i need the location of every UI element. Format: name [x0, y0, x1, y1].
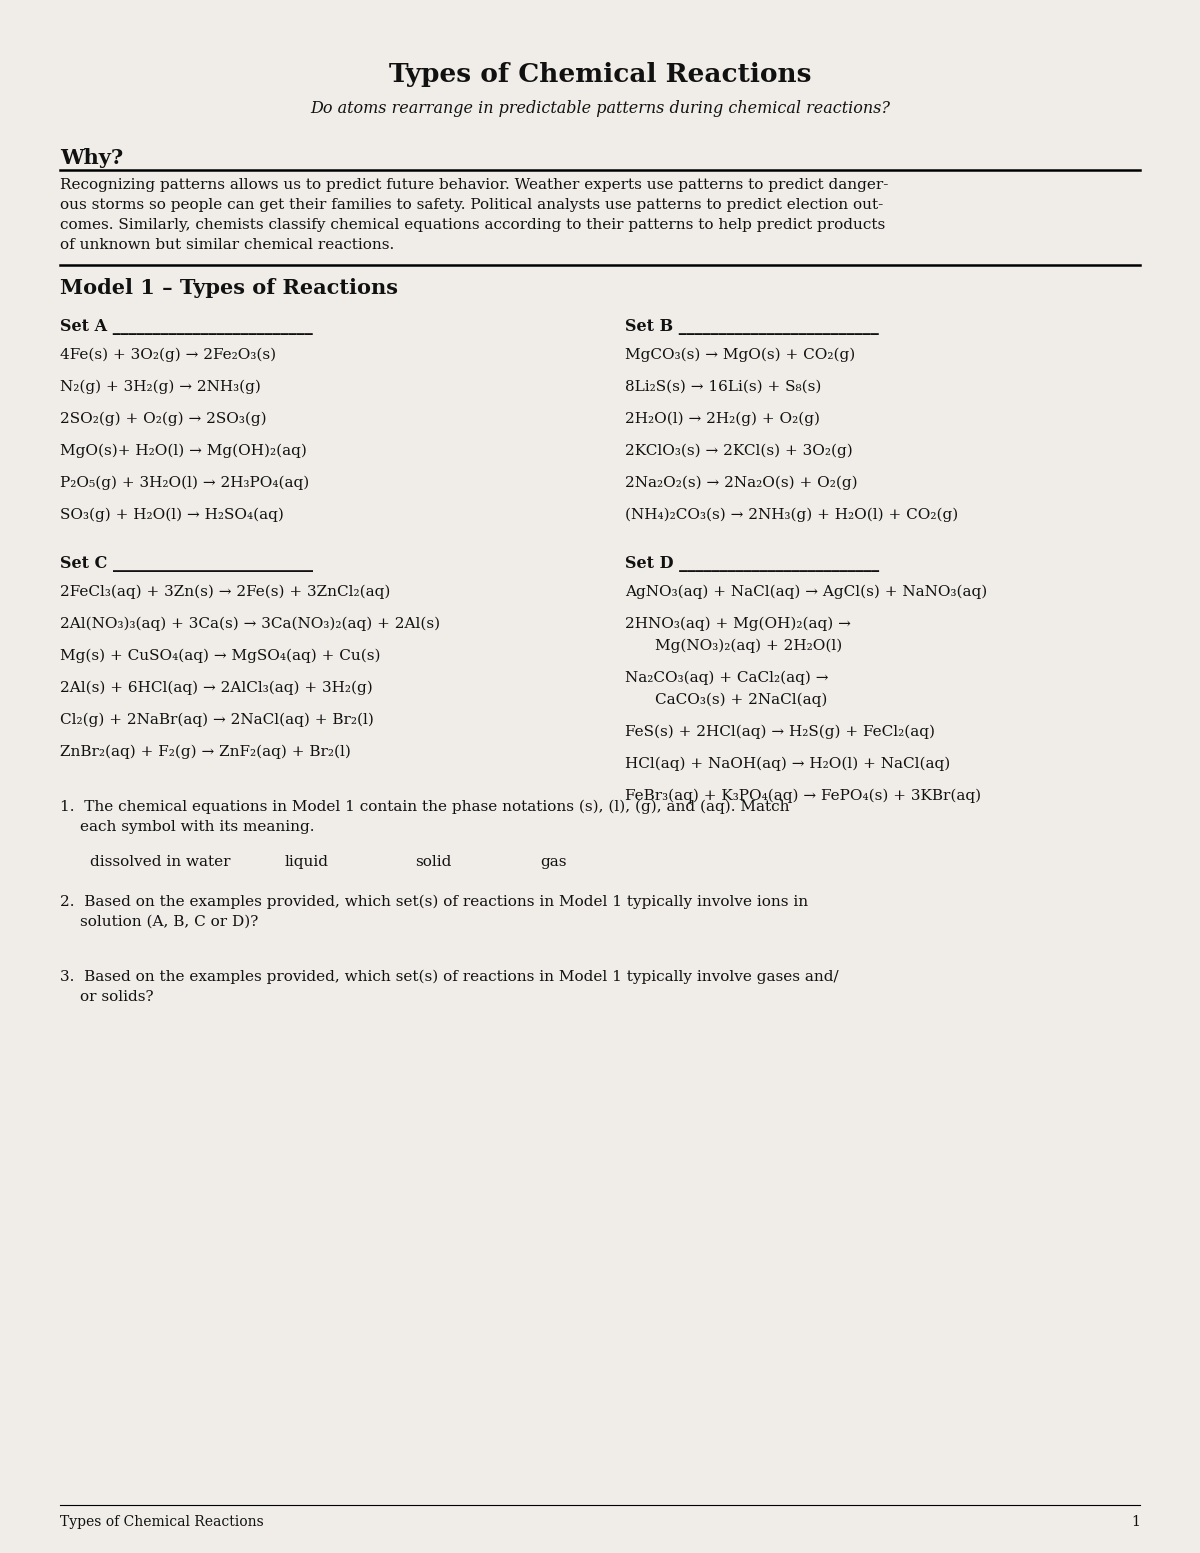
Text: Why?: Why? [60, 148, 124, 168]
Text: 2SO₂(g) + O₂(g) → 2SO₃(g): 2SO₂(g) + O₂(g) → 2SO₃(g) [60, 412, 266, 427]
Text: 2Na₂O₂(s) → 2Na₂O(s) + O₂(g): 2Na₂O₂(s) → 2Na₂O(s) + O₂(g) [625, 477, 858, 491]
Text: Recognizing patterns allows us to predict future behavior. Weather experts use p: Recognizing patterns allows us to predic… [60, 179, 888, 193]
Text: N₂(g) + 3H₂(g) → 2NH₃(g): N₂(g) + 3H₂(g) → 2NH₃(g) [60, 380, 260, 394]
Text: MgO(s)+ H₂O(l) → Mg(OH)₂(aq): MgO(s)+ H₂O(l) → Mg(OH)₂(aq) [60, 444, 307, 458]
Text: or solids?: or solids? [80, 989, 154, 1003]
Text: each symbol with its meaning.: each symbol with its meaning. [80, 820, 314, 834]
Text: P₂O₅(g) + 3H₂O(l) → 2H₃PO₄(aq): P₂O₅(g) + 3H₂O(l) → 2H₃PO₄(aq) [60, 477, 310, 491]
Text: Types of Chemical Reactions: Types of Chemical Reactions [389, 62, 811, 87]
Text: Cl₂(g) + 2NaBr(aq) → 2NaCl(aq) + Br₂(l): Cl₂(g) + 2NaBr(aq) → 2NaCl(aq) + Br₂(l) [60, 713, 374, 727]
Text: Mg(s) + CuSO₄(aq) → MgSO₄(aq) + Cu(s): Mg(s) + CuSO₄(aq) → MgSO₄(aq) + Cu(s) [60, 649, 380, 663]
Text: solid: solid [415, 856, 451, 870]
Text: CaCO₃(s) + 2NaCl(aq): CaCO₃(s) + 2NaCl(aq) [655, 693, 827, 707]
Text: 2H₂O(l) → 2H₂(g) + O₂(g): 2H₂O(l) → 2H₂(g) + O₂(g) [625, 412, 820, 427]
Text: 2HNO₃(aq) + Mg(OH)₂(aq) →: 2HNO₃(aq) + Mg(OH)₂(aq) → [625, 617, 851, 632]
Text: 2.  Based on the examples provided, which set(s) of reactions in Model 1 typical: 2. Based on the examples provided, which… [60, 895, 808, 910]
Text: (NH₄)₂CO₃(s) → 2NH₃(g) + H₂O(l) + CO₂(g): (NH₄)₂CO₃(s) → 2NH₃(g) + H₂O(l) + CO₂(g) [625, 508, 959, 522]
Text: HCl(aq) + NaOH(aq) → H₂O(l) + NaCl(aq): HCl(aq) + NaOH(aq) → H₂O(l) + NaCl(aq) [625, 756, 950, 772]
Text: Set A _________________________: Set A _________________________ [60, 318, 313, 335]
Text: 2FeCl₃(aq) + 3Zn(s) → 2Fe(s) + 3ZnCl₂(aq): 2FeCl₃(aq) + 3Zn(s) → 2Fe(s) + 3ZnCl₂(aq… [60, 585, 390, 599]
Text: Set B _________________________: Set B _________________________ [625, 318, 878, 335]
Text: Set C _________________________: Set C _________________________ [60, 554, 313, 572]
Text: gas: gas [540, 856, 566, 870]
Text: 1.  The chemical equations in Model 1 contain the phase notations (s), (l), (g),: 1. The chemical equations in Model 1 con… [60, 800, 790, 814]
Text: Na₂CO₃(aq) + CaCl₂(aq) →: Na₂CO₃(aq) + CaCl₂(aq) → [625, 671, 828, 685]
Text: Do atoms rearrange in predictable patterns during chemical reactions?: Do atoms rearrange in predictable patter… [310, 99, 890, 116]
Text: FeBr₃(aq) + K₃PO₄(aq) → FePO₄(s) + 3KBr(aq): FeBr₃(aq) + K₃PO₄(aq) → FePO₄(s) + 3KBr(… [625, 789, 982, 803]
Text: Mg(NO₃)₂(aq) + 2H₂O(l): Mg(NO₃)₂(aq) + 2H₂O(l) [655, 638, 842, 654]
Text: ous storms so people can get their families to safety. Political analysts use pa: ous storms so people can get their famil… [60, 197, 883, 213]
Text: Types of Chemical Reactions: Types of Chemical Reactions [60, 1516, 264, 1530]
Text: 1: 1 [1132, 1516, 1140, 1530]
Text: 2KClO₃(s) → 2KCl(s) + 3O₂(g): 2KClO₃(s) → 2KCl(s) + 3O₂(g) [625, 444, 853, 458]
Text: 4Fe(s) + 3O₂(g) → 2Fe₂O₃(s): 4Fe(s) + 3O₂(g) → 2Fe₂O₃(s) [60, 348, 276, 362]
Text: ZnBr₂(aq) + F₂(g) → ZnF₂(aq) + Br₂(l): ZnBr₂(aq) + F₂(g) → ZnF₂(aq) + Br₂(l) [60, 745, 350, 759]
Text: AgNO₃(aq) + NaCl(aq) → AgCl(s) + NaNO₃(aq): AgNO₃(aq) + NaCl(aq) → AgCl(s) + NaNO₃(a… [625, 585, 988, 599]
Text: comes. Similarly, chemists classify chemical equations according to their patter: comes. Similarly, chemists classify chem… [60, 217, 886, 231]
Text: solution (A, B, C or D)?: solution (A, B, C or D)? [80, 915, 258, 929]
Text: dissolved in water: dissolved in water [90, 856, 230, 870]
Text: liquid: liquid [286, 856, 329, 870]
Text: 3.  Based on the examples provided, which set(s) of reactions in Model 1 typical: 3. Based on the examples provided, which… [60, 971, 839, 985]
Text: of unknown but similar chemical reactions.: of unknown but similar chemical reaction… [60, 238, 395, 252]
Text: 8Li₂S(s) → 16Li(s) + S₈(s): 8Li₂S(s) → 16Li(s) + S₈(s) [625, 380, 821, 394]
Text: MgCO₃(s) → MgO(s) + CO₂(g): MgCO₃(s) → MgO(s) + CO₂(g) [625, 348, 856, 362]
Text: 2Al(NO₃)₃(aq) + 3Ca(s) → 3Ca(NO₃)₂(aq) + 2Al(s): 2Al(NO₃)₃(aq) + 3Ca(s) → 3Ca(NO₃)₂(aq) +… [60, 617, 440, 632]
Text: FeS(s) + 2HCl(aq) → H₂S(g) + FeCl₂(aq): FeS(s) + 2HCl(aq) → H₂S(g) + FeCl₂(aq) [625, 725, 935, 739]
Text: SO₃(g) + H₂O(l) → H₂SO₄(aq): SO₃(g) + H₂O(l) → H₂SO₄(aq) [60, 508, 284, 522]
Text: 2Al(s) + 6HCl(aq) → 2AlCl₃(aq) + 3H₂(g): 2Al(s) + 6HCl(aq) → 2AlCl₃(aq) + 3H₂(g) [60, 682, 373, 696]
Text: Model 1 – Types of Reactions: Model 1 – Types of Reactions [60, 278, 398, 298]
Text: Set D _________________________: Set D _________________________ [625, 554, 880, 572]
